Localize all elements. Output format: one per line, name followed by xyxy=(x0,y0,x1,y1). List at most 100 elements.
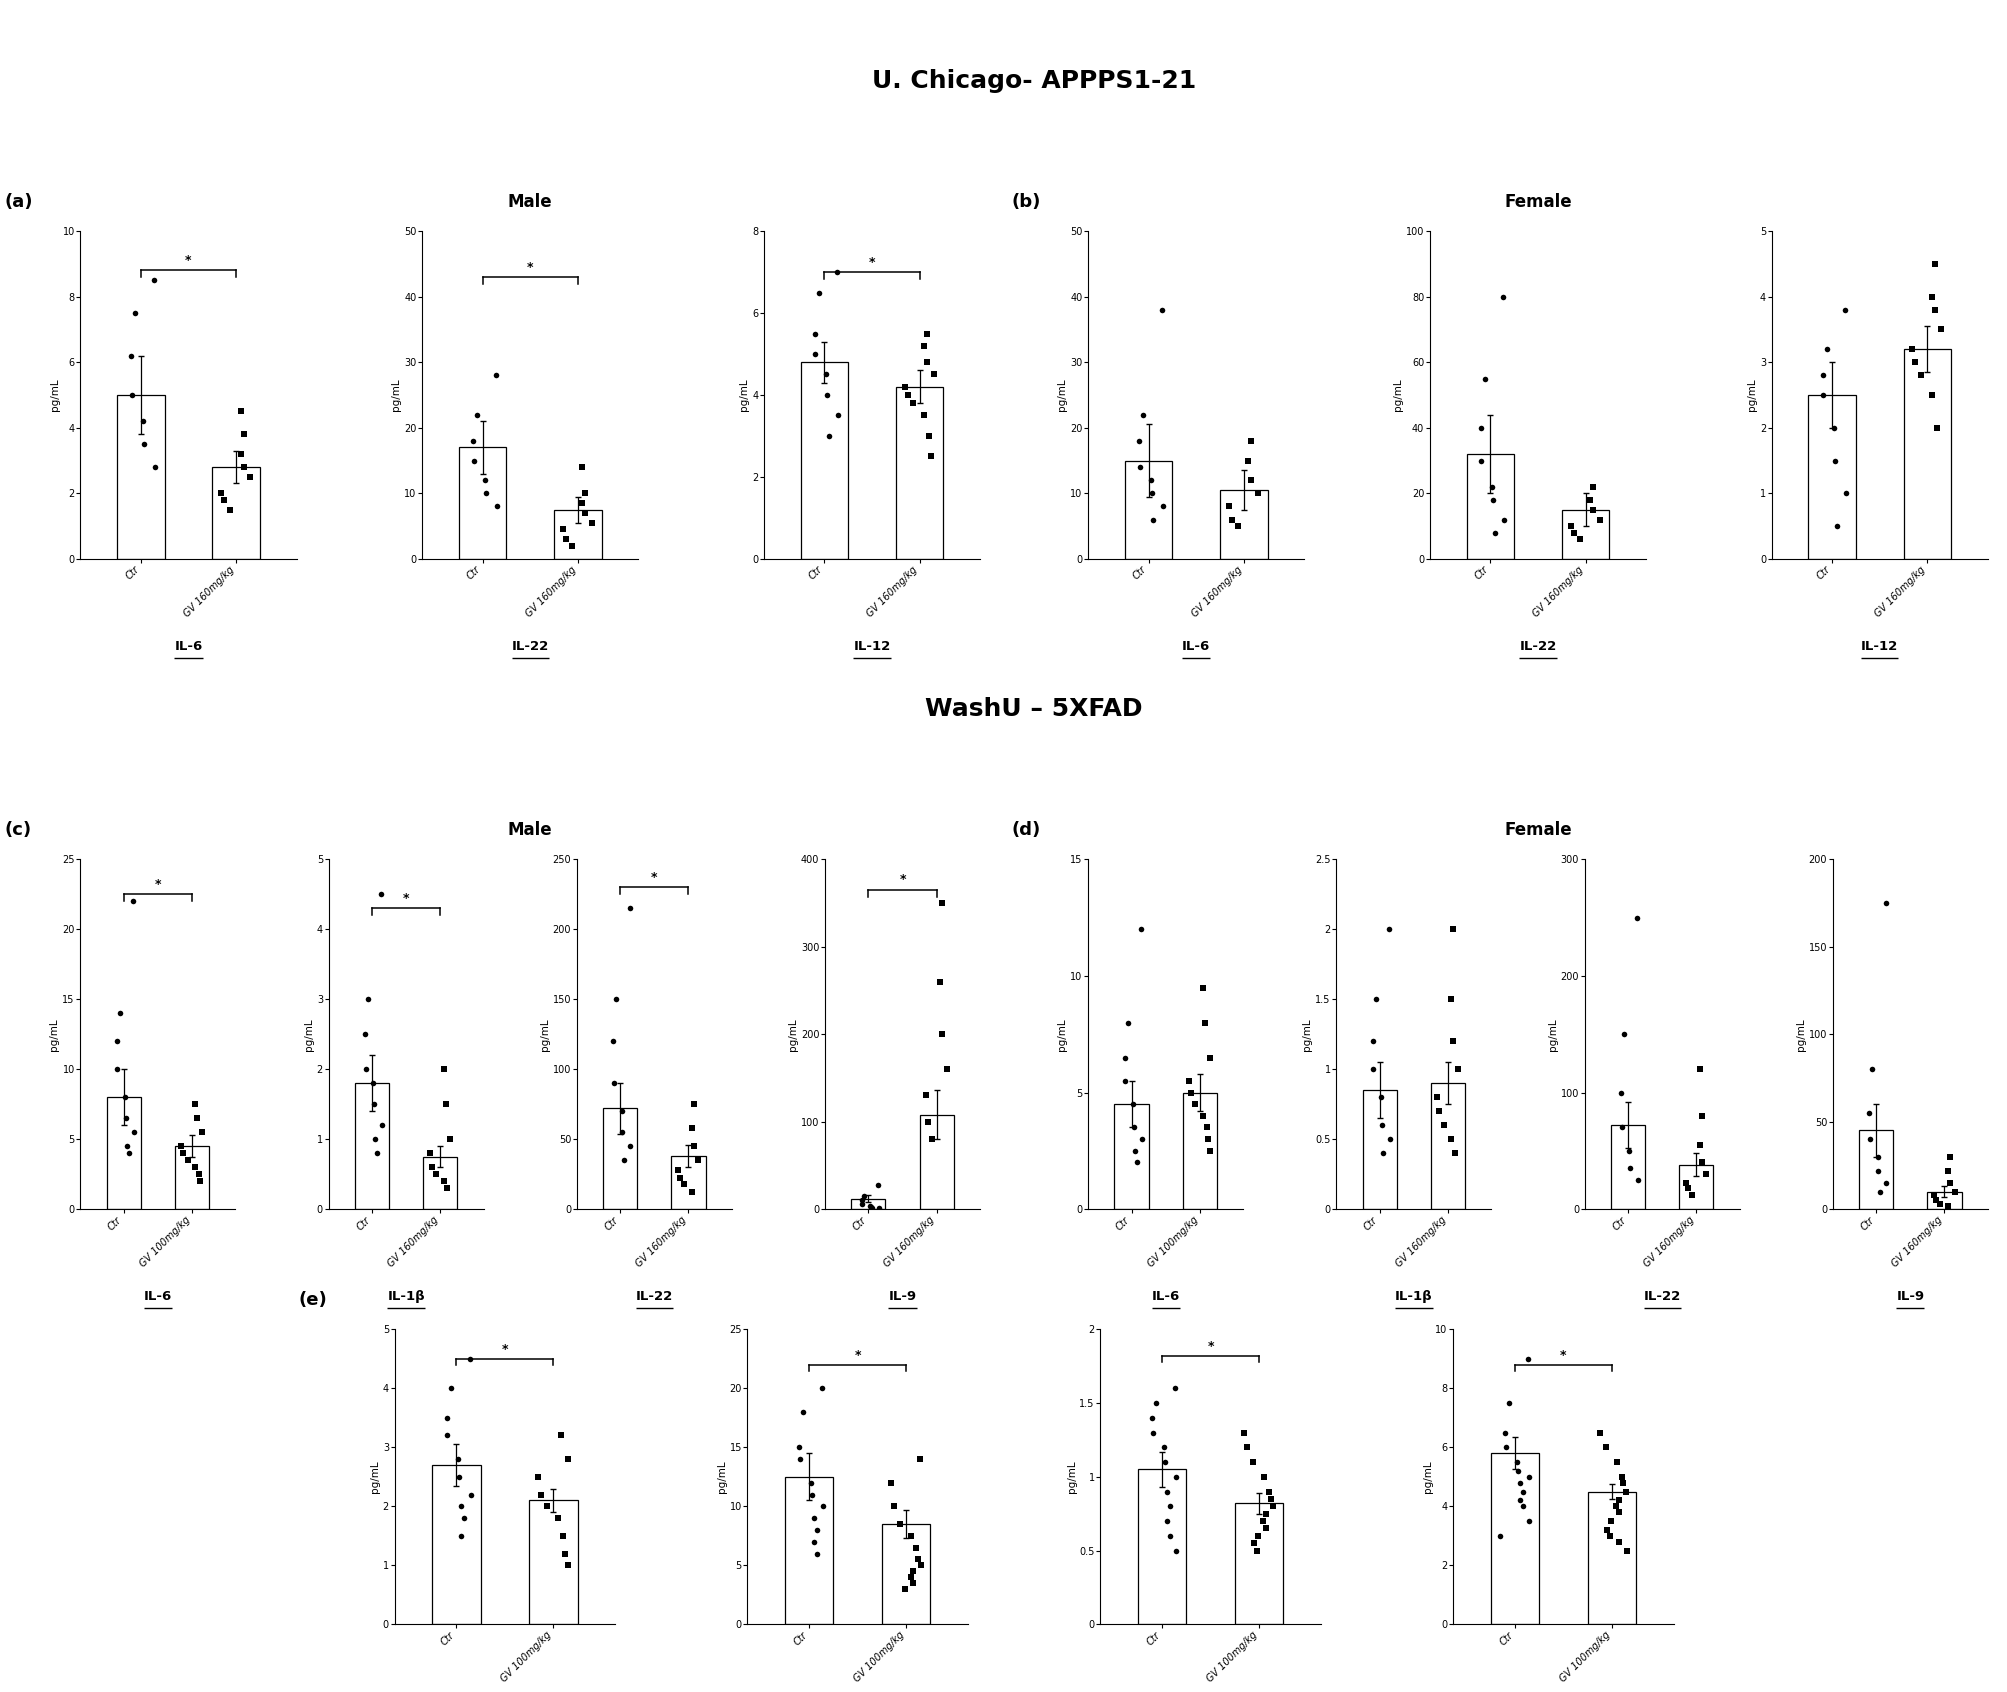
Y-axis label: pg/mL: pg/mL xyxy=(1421,1460,1431,1492)
Point xyxy=(1467,365,1499,393)
Point xyxy=(1477,486,1509,513)
Point xyxy=(1828,296,1860,323)
Text: Male: Male xyxy=(508,821,552,839)
Text: IL-12: IL-12 xyxy=(1860,640,1897,653)
Point xyxy=(181,1105,213,1132)
Point xyxy=(1150,1508,1182,1535)
Point xyxy=(522,1464,554,1491)
Point xyxy=(1501,1457,1533,1484)
Point xyxy=(1600,1448,1632,1475)
Point xyxy=(349,1056,381,1083)
Point xyxy=(413,1140,446,1167)
Point xyxy=(1122,428,1154,455)
Point xyxy=(1437,1140,1469,1167)
Point xyxy=(1178,1091,1210,1118)
Point xyxy=(1435,986,1467,1014)
Point xyxy=(1513,1464,1545,1491)
Point xyxy=(1594,1523,1626,1550)
Point xyxy=(811,381,843,408)
Point xyxy=(678,1091,710,1118)
Point xyxy=(185,1167,217,1195)
Point xyxy=(845,1189,877,1217)
Bar xyxy=(919,1115,953,1210)
Point xyxy=(1240,1536,1272,1563)
Point xyxy=(1154,1523,1186,1550)
Point xyxy=(1186,975,1218,1002)
Point xyxy=(415,1154,448,1181)
Point xyxy=(1584,506,1616,533)
Point xyxy=(915,1125,947,1152)
Point xyxy=(419,1161,452,1188)
Point xyxy=(165,1132,197,1159)
Y-axis label: pg/mL: pg/mL xyxy=(1303,1019,1313,1051)
Point xyxy=(349,1020,381,1047)
Bar xyxy=(1124,460,1172,558)
Text: WashU – 5XFAD: WashU – 5XFAD xyxy=(925,697,1142,721)
Point xyxy=(1604,1079,1636,1107)
Point xyxy=(434,1374,466,1401)
Point xyxy=(566,453,598,481)
Point xyxy=(1860,1144,1893,1171)
Point xyxy=(863,1195,895,1222)
Point xyxy=(576,509,608,536)
Text: IL-22: IL-22 xyxy=(636,1291,672,1303)
Point xyxy=(227,421,259,448)
Point xyxy=(1682,1056,1714,1083)
Text: (b): (b) xyxy=(1012,193,1042,212)
Text: (d): (d) xyxy=(1012,821,1040,839)
Point xyxy=(1573,486,1606,513)
Bar xyxy=(1431,1083,1465,1210)
Point xyxy=(1511,1345,1543,1372)
Point xyxy=(1684,1101,1716,1129)
Point xyxy=(1575,474,1608,501)
Point xyxy=(783,1445,815,1472)
Point xyxy=(1194,1044,1226,1071)
Point xyxy=(1513,1508,1545,1535)
Point xyxy=(855,1193,887,1220)
Point xyxy=(1895,335,1927,362)
Text: *: * xyxy=(155,878,161,892)
Point xyxy=(530,1492,562,1519)
Bar xyxy=(1678,1164,1712,1210)
Point xyxy=(1622,1166,1654,1193)
Point xyxy=(1479,519,1511,547)
Point xyxy=(1584,1420,1616,1447)
Y-axis label: pg/mL: pg/mL xyxy=(303,1019,313,1051)
Point xyxy=(1670,1174,1702,1201)
Bar xyxy=(1114,1105,1148,1210)
Point xyxy=(1503,1469,1535,1496)
Point xyxy=(895,1523,927,1550)
Point xyxy=(1602,1528,1634,1555)
Point xyxy=(614,1132,646,1159)
Point xyxy=(1600,1492,1632,1519)
Point xyxy=(458,428,490,455)
Point xyxy=(462,401,494,428)
Bar xyxy=(801,362,847,558)
Point xyxy=(787,1398,819,1425)
Point xyxy=(1441,1056,1473,1083)
Point xyxy=(1373,915,1405,942)
Point xyxy=(118,1118,151,1145)
Text: IL-6: IL-6 xyxy=(175,640,203,653)
Point xyxy=(470,481,502,508)
Text: IL-22: IL-22 xyxy=(1519,640,1555,653)
Point xyxy=(1493,1389,1525,1416)
Point xyxy=(678,1132,710,1159)
Point xyxy=(893,1563,925,1590)
Point xyxy=(427,1167,460,1195)
Point xyxy=(801,1516,833,1543)
Point xyxy=(1499,1448,1531,1475)
Point xyxy=(803,279,835,306)
Y-axis label: pg/mL: pg/mL xyxy=(391,379,401,411)
Point xyxy=(903,1552,935,1579)
Point xyxy=(664,1164,696,1191)
Point xyxy=(915,443,947,470)
Point xyxy=(1553,513,1586,540)
Point xyxy=(682,1147,714,1174)
Point xyxy=(911,349,943,376)
Point xyxy=(1933,1144,1965,1171)
Y-axis label: pg/mL: pg/mL xyxy=(1393,379,1403,411)
Point xyxy=(1112,1008,1144,1036)
Text: *: * xyxy=(526,261,534,274)
Point xyxy=(1606,1469,1638,1496)
